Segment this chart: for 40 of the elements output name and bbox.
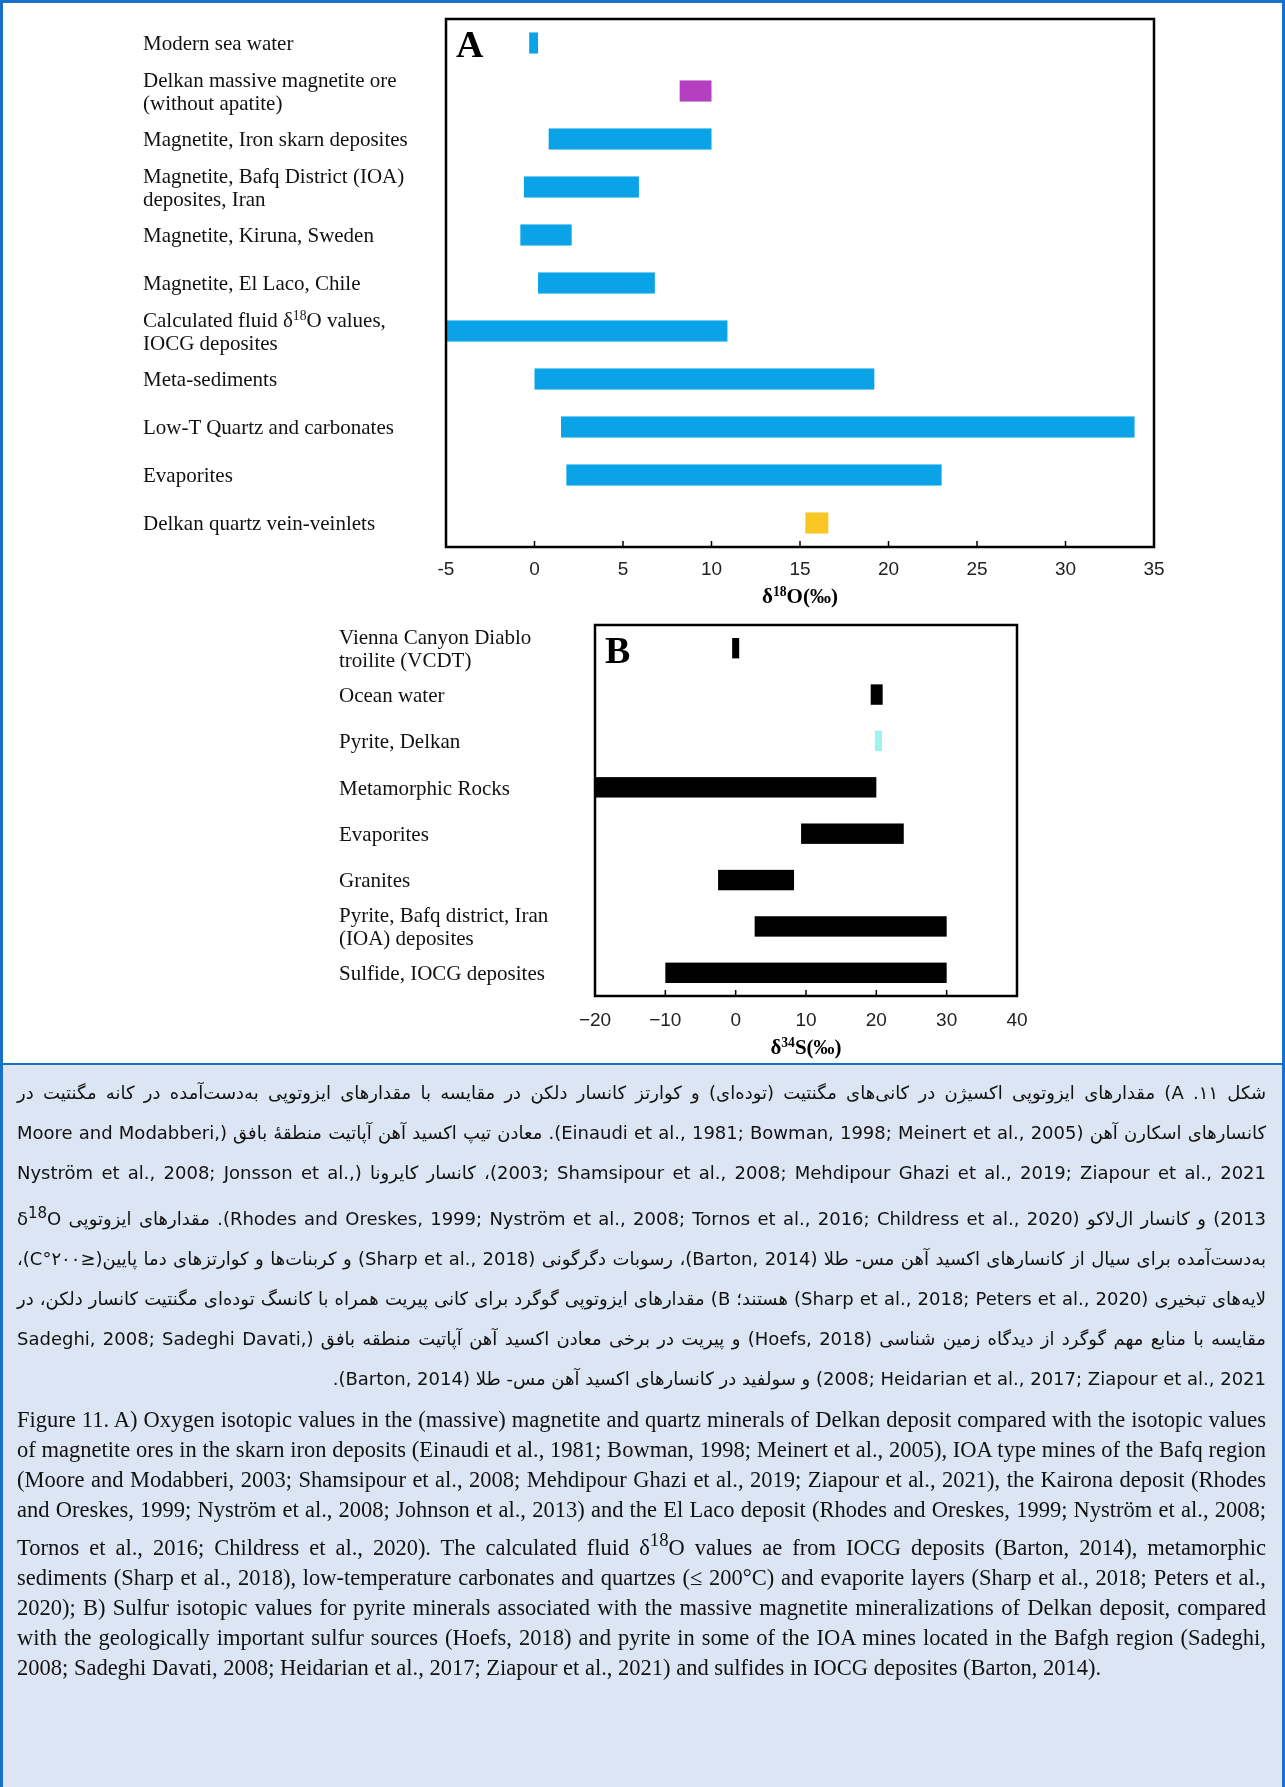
text: Figure 11. A) Oxygen isotopic values in the (massive) magnetite and quartz minerals of Delkan deposit compared with the isotopic values of magnetite ores in the skarn iron deposits (Einaudi et al., 1981; Bowman, 1998; Meinert et al., 2005), IOA type mines of the Bafq region (Moore and Modabberi, 2003; Shamsipour et al., 2008; Mehdipour Ghazi et al., 2019; Ziapour et al., 2021), the Kairona deposit (Rhodes and Oreskes, 1999; Nyström et al., 2008; Johnson et al., 2013) and the El Laco deposit (Rhodes and Oreskes, 1999; Nyström et al., 2008; Tornos et al., 2016; Childress et al., 2020). The calculated fluid δ$^{18}$O values ae from IOCG deposits (Barton, 2014), metamorphic sediments (Sharp et al., 2018), low-temperature carbonates and quartzes (≤ 200°C) and evaporite layers (Sharp et al., 2018; Peters et al., 2020); B) Sulfur isotopic values for pyrite minerals associated with the massive magnetite mineralizations of Delkan deposit, compared with the geologically important sulfur sources (Hoefs, 2018) and pyrite in some of the IOA mines located in the Bafgh region (Sadeghi, 2008; Sadeghi Davati, 2008; Heidarian et al., 2017; Ziapour et al., 2021) and sulfides in IOCG deposites (Barton, 2014). bbox=[17, 1407, 1266, 1680]
x-tick-label: 35 bbox=[1143, 558, 1165, 579]
y-tick-label: Meta-sediments bbox=[143, 367, 278, 392]
y-tick-label: Delkan quartz vein-veinlets bbox=[143, 511, 376, 536]
y-tick-label: Ocean water bbox=[339, 682, 445, 707]
x-tick-label: 30 bbox=[1054, 558, 1077, 579]
y-tick-label: Metamorphic Rocks bbox=[339, 775, 510, 800]
y-tick-label: Modern sea water bbox=[143, 31, 294, 56]
x-axis-title: δ$^{18}$O(‰) bbox=[762, 583, 838, 608]
y-tick-label: Granites bbox=[339, 868, 411, 893]
y-tick-label: Magnetite, Kiruna, Sweden bbox=[143, 223, 375, 248]
x-tick-label: 40 bbox=[1006, 1009, 1028, 1030]
y-tick-label: Evaporites bbox=[143, 463, 233, 488]
category-label: Calculated fluid δ$^{18}$O values, IOCG deposites bbox=[143, 307, 386, 355]
x-tick-label: -5 bbox=[437, 558, 455, 579]
y-tick-label: Magnetite, Bafq District (IOA) deposites, Iran bbox=[143, 163, 405, 211]
y-tick-label: Delkan massive magnetite ore (without apatite) bbox=[143, 67, 397, 115]
x-tick-label: 10 bbox=[700, 558, 723, 579]
y-tick-label: Magnetite, Iron skarn deposites bbox=[143, 127, 408, 152]
y-tick-label: Low-T Quartz and carbonates bbox=[143, 415, 394, 440]
x-tick-label: 0 bbox=[730, 1009, 741, 1030]
y-tick-label: Magnetite, El Laco, Chile bbox=[143, 271, 361, 296]
y-tick-label: Pyrite, Delkan bbox=[339, 729, 461, 754]
y-tick-label: Sulfide, IOCG deposites bbox=[339, 961, 545, 986]
x-tick-label: 25 bbox=[966, 558, 988, 579]
x-tick-label: 10 bbox=[795, 1009, 817, 1030]
x-tick-label: 5 bbox=[617, 558, 629, 579]
x-tick-label: 20 bbox=[877, 558, 900, 579]
x-tick-label: 30 bbox=[936, 1009, 958, 1030]
x-tick-label: −10 bbox=[649, 1009, 682, 1030]
x-tick-label: 20 bbox=[865, 1009, 887, 1030]
x-tick-label: 15 bbox=[789, 558, 811, 579]
y-tick-label: Vienna Canyon Diablo troilite (VCDT) bbox=[339, 624, 532, 673]
annotation: A bbox=[456, 23, 484, 65]
x-axis-title: δ$^{34}$S(‰) bbox=[770, 1034, 842, 1059]
y-tick-label: Evaporites bbox=[339, 822, 429, 847]
annotation: B bbox=[605, 629, 631, 671]
x-tick-label: −20 bbox=[578, 1009, 612, 1030]
y-tick-label: Pyrite, Bafq district, Iran (IOA) deposites bbox=[339, 903, 549, 951]
x-tick-label: 0 bbox=[529, 558, 540, 579]
